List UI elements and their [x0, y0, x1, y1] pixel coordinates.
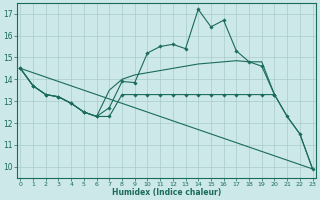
X-axis label: Humidex (Indice chaleur): Humidex (Indice chaleur) [112, 188, 221, 197]
